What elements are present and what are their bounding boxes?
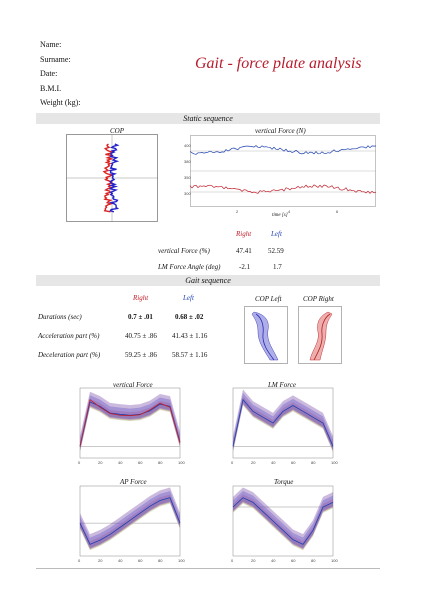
cop-right-plot bbox=[298, 306, 342, 364]
gait-row-label: Durations (sec) bbox=[38, 313, 82, 321]
static-col-left: Left bbox=[271, 230, 282, 238]
cop-left-title: COP Left bbox=[255, 295, 282, 303]
gait-row-left: 0.68 ± .02 bbox=[175, 313, 204, 321]
vertical-force-title: vertical Force bbox=[113, 381, 153, 389]
time-label: time [s] bbox=[272, 213, 288, 218]
gait-row-label: Acceleration part (%) bbox=[38, 332, 100, 340]
variance-band bbox=[233, 498, 333, 551]
x-tick-label: 80 bbox=[311, 460, 316, 465]
ap-force-title: AP Force bbox=[120, 478, 147, 486]
svg-text:300: 300 bbox=[184, 191, 191, 196]
chart-frame bbox=[232, 485, 334, 557]
x-tick-label: 80 bbox=[158, 558, 163, 563]
svg-text:2: 2 bbox=[236, 209, 239, 214]
x-tick-label: 20 bbox=[251, 460, 256, 465]
cop-right-title: COP Right bbox=[303, 295, 334, 303]
x-tick-label: 0 bbox=[78, 460, 81, 465]
static-vforce-plot: 400 380 350 300 2 4 6 bbox=[184, 135, 377, 214]
variance-band bbox=[233, 393, 333, 451]
variance-band bbox=[233, 494, 333, 550]
x-tick-label: 80 bbox=[311, 558, 316, 563]
variance-band bbox=[80, 498, 180, 551]
chart-frame bbox=[79, 485, 181, 557]
x-tick-label: 40 bbox=[271, 558, 276, 563]
variance-band bbox=[233, 487, 333, 549]
variance-band bbox=[233, 400, 333, 453]
x-tick-label: 40 bbox=[271, 460, 276, 465]
static-row-label: LM Force Angle (deg) bbox=[158, 263, 221, 271]
x-tick-label: 20 bbox=[98, 460, 103, 465]
svg-text:380: 380 bbox=[184, 159, 191, 164]
x-tick-label: 20 bbox=[251, 558, 256, 563]
x-tick-label: 100 bbox=[331, 460, 338, 465]
variance-band bbox=[233, 389, 333, 451]
static-cop-plot bbox=[66, 134, 158, 222]
x-tick-label: 40 bbox=[118, 460, 123, 465]
gait-row-right: 59.25 ± .86 bbox=[125, 351, 157, 359]
svg-text:4: 4 bbox=[288, 209, 291, 214]
variance-band bbox=[80, 402, 180, 453]
lm-force-chart: 0 20 40 60 80 100 bbox=[231, 387, 338, 465]
x-tick-label: 0 bbox=[231, 558, 234, 563]
x-tick-label: 100 bbox=[331, 558, 338, 563]
variance-band bbox=[233, 396, 333, 452]
ap-force-chart: 0 20 40 60 80 100 bbox=[78, 485, 185, 563]
gait-row-left: 41.43 ± 1.16 bbox=[172, 332, 208, 340]
vforce-title: vertical Force (N) bbox=[255, 127, 306, 135]
series-line bbox=[79, 398, 181, 447]
x-tick-label: 0 bbox=[231, 460, 234, 465]
weight-label: Weight (kg): bbox=[40, 98, 81, 107]
variance-band bbox=[80, 398, 180, 452]
x-tick-label: 60 bbox=[138, 558, 143, 563]
gait-sequence-header: Gait sequence bbox=[36, 275, 380, 286]
chart-frame bbox=[79, 387, 181, 459]
variance-band bbox=[80, 487, 180, 549]
gait-col-right: Right bbox=[133, 294, 149, 302]
report-title: Gait - force plate analysis bbox=[195, 55, 362, 72]
x-tick-label: 0 bbox=[78, 558, 81, 563]
bmi-label: B.M.I. bbox=[40, 83, 62, 93]
chart-frame bbox=[232, 387, 334, 459]
static-col-right: Right bbox=[236, 230, 252, 238]
static-row-right: 47.41 bbox=[236, 247, 252, 255]
x-tick-label: 60 bbox=[138, 460, 143, 465]
vertical-force-chart: 0 20 40 60 80 100 bbox=[78, 387, 185, 465]
series-line bbox=[232, 398, 334, 447]
svg-text:400: 400 bbox=[184, 143, 191, 148]
torque-title: Torque bbox=[274, 478, 294, 486]
gait-row-left: 58.57 ± 1.16 bbox=[172, 351, 208, 359]
static-sequence-header: Static sequence bbox=[36, 113, 380, 124]
series-line bbox=[232, 497, 334, 545]
x-tick-label: 80 bbox=[158, 460, 163, 465]
x-tick-label: 100 bbox=[178, 558, 185, 563]
series-line bbox=[79, 497, 181, 545]
lm-force-title: LM Force bbox=[268, 381, 296, 389]
variance-band bbox=[80, 494, 180, 550]
gait-row-label: Deceleration part (%) bbox=[38, 351, 101, 359]
cop-title: COP bbox=[110, 127, 124, 135]
static-row-right: -2.1 bbox=[239, 263, 251, 271]
gait-row-right: 0.7 ± .01 bbox=[128, 313, 153, 321]
footer-divider bbox=[36, 568, 380, 569]
svg-text:6: 6 bbox=[336, 209, 339, 214]
variance-band bbox=[233, 491, 333, 549]
x-tick-label: 100 bbox=[178, 460, 185, 465]
patient-info: Name: Surname: Date: B.M.I. Weight (kg): bbox=[40, 38, 80, 111]
svg-text:350: 350 bbox=[184, 175, 191, 180]
surname-label: Surname: bbox=[40, 54, 71, 64]
variance-band bbox=[80, 395, 180, 451]
gait-col-left: Left bbox=[183, 294, 194, 302]
static-row-left: 52.59 bbox=[268, 247, 284, 255]
static-row-left: 1.7 bbox=[273, 263, 282, 271]
date-label: Date: bbox=[40, 69, 58, 78]
gait-row-right: 40.75 ± .86 bbox=[125, 332, 157, 340]
name-label: Name: bbox=[40, 40, 62, 49]
static-row-label: vertical Force (%) bbox=[158, 247, 210, 255]
x-tick-label: 40 bbox=[118, 558, 123, 563]
x-tick-label: 60 bbox=[291, 460, 296, 465]
x-tick-label: 20 bbox=[98, 558, 103, 563]
cop-left-plot bbox=[244, 306, 288, 364]
x-tick-label: 60 bbox=[291, 558, 296, 563]
torque-chart: 0 20 40 60 80 100 bbox=[231, 485, 338, 563]
